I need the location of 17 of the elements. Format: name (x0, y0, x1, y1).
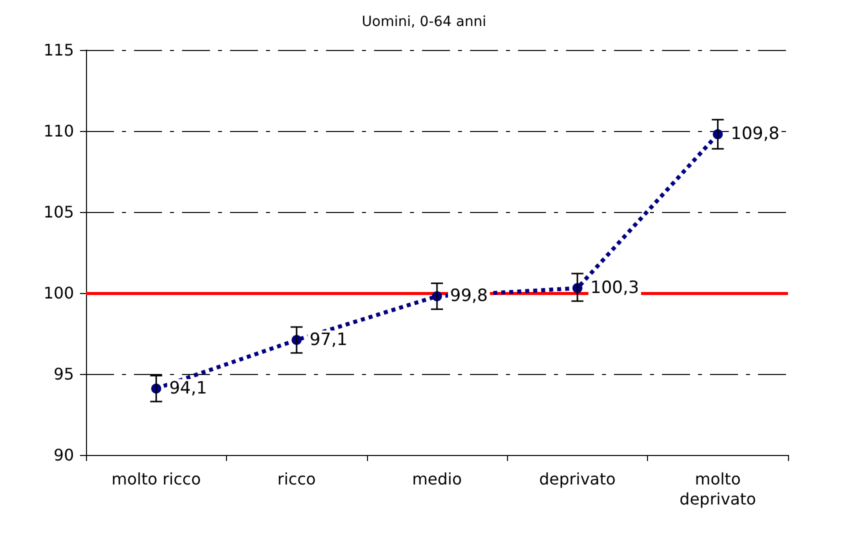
x-tick-label: molto ricco (112, 470, 201, 488)
x-tick-label: molto deprivato (680, 470, 756, 508)
data-label: 94,1 (169, 378, 208, 399)
data-label: 109,8 (730, 124, 780, 144)
y-tick-label: 115 (43, 40, 74, 60)
y-tick-label: 95 (54, 364, 74, 384)
data-label: 100,3 (590, 278, 640, 298)
data-label: 99,8 (450, 286, 488, 306)
data-label: 97,1 (310, 330, 348, 350)
y-tick-label: 105 (43, 202, 74, 222)
x-tick-label: ricco (277, 470, 316, 488)
chart-title: Uomini, 0-64 anni (362, 14, 486, 30)
x-tick-label: medio (412, 470, 462, 488)
x-tick-label: deprivato (539, 470, 616, 488)
y-tick-label: 100 (43, 284, 74, 302)
y-tick-label: 90 (54, 446, 74, 464)
y-tick-label: 110 (43, 122, 74, 140)
